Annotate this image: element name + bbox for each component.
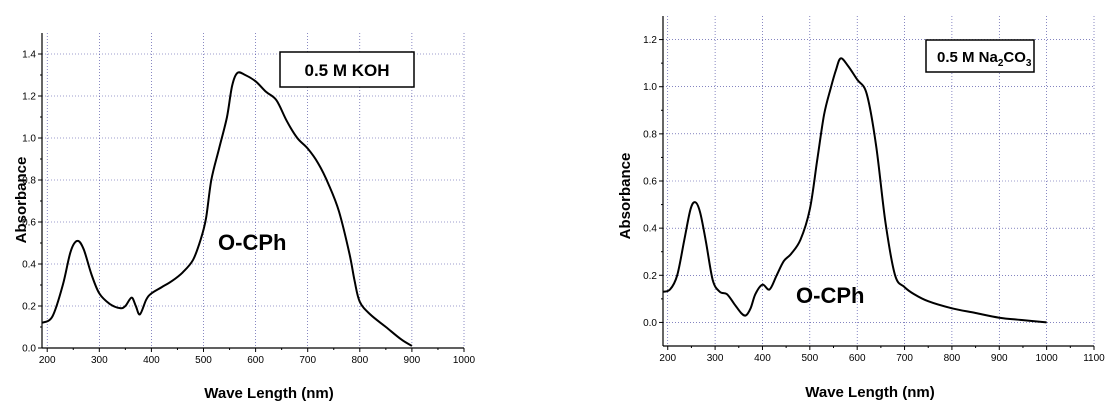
y-tick-label: 1.0 (22, 134, 36, 145)
x-tick-label: 700 (896, 353, 913, 364)
y-tick-label: 0.8 (22, 176, 36, 187)
compound-annotation: O-CPh (218, 230, 286, 255)
y-tick-label: 0.4 (643, 224, 657, 235)
x-tick-label: 800 (944, 353, 961, 364)
y-tick-label: 0.8 (643, 129, 657, 140)
x-tick-label: 900 (404, 355, 421, 366)
y-tick-label: 0.2 (22, 302, 36, 313)
x-tick-label: 700 (299, 355, 316, 366)
y-tick-label: 1.0 (643, 82, 657, 93)
y-axis-label: Absorbance (617, 153, 634, 240)
x-tick-label: 500 (195, 355, 212, 366)
y-axis-label: Absorbance (13, 157, 30, 244)
legend-box: 0.5 M Na2CO3 (925, 39, 1035, 73)
x-tick-label: 800 (351, 355, 368, 366)
x-axis-ticks: 200 300 400 500 600 700 800 900 1000 1100 (659, 346, 1105, 364)
x-tick-label: 1000 (453, 355, 476, 366)
x-tick-label: 400 (143, 355, 160, 366)
y-tick-label: 0.6 (22, 218, 36, 229)
legend-box: 0.5 M KOH (279, 51, 415, 88)
y-axis-ticks: 0.0 0.2 0.4 0.6 0.8 1.0 1.2 1.4 (22, 50, 42, 355)
y-tick-label: 0.0 (22, 344, 36, 355)
x-tick-label: 600 (247, 355, 264, 366)
y-tick-label: 1.4 (22, 50, 36, 61)
y-tick-label: 0.2 (643, 271, 657, 282)
legend-box-text: 0.5 M Na2CO3 (937, 49, 1032, 69)
absorbance-curve (41, 71, 413, 347)
y-tick-label: 0.0 (643, 318, 657, 329)
y-tick-label: 0.6 (643, 177, 657, 188)
y-axis-ticks: 0.0 0.2 0.4 0.6 0.8 1.0 1.2 (643, 35, 663, 329)
x-tick-label: 200 (659, 353, 676, 364)
x-tick-label: 400 (754, 353, 771, 364)
x-tick-label: 200 (39, 355, 56, 366)
chart-na2co3: 0.0 0.2 0.4 0.6 0.8 1.0 1.2 200 300 400 500 600 700… (617, 16, 1105, 401)
legend-box-text: 0.5 M KOH (304, 61, 389, 80)
x-tick-label: 1000 (1036, 353, 1059, 364)
x-tick-label: 500 (801, 353, 818, 364)
x-tick-label: 600 (849, 353, 866, 364)
x-tick-label: 300 (707, 353, 724, 364)
x-axis-ticks: 200 300 400 500 600 700 800 900 1000 (39, 348, 476, 366)
x-tick-label: 300 (91, 355, 108, 366)
x-tick-label: 1100 (1083, 353, 1105, 364)
chart-kolh: 0.0 0.2 0.4 0.6 0.8 1.0 1.2 1.4 200 300 400 500 600… (13, 33, 476, 402)
y-tick-label: 1.2 (22, 92, 36, 103)
absorbance-curve (662, 57, 1047, 324)
x-axis-label: Wave Length (nm) (805, 384, 934, 401)
y-tick-label: 0.4 (22, 260, 36, 271)
x-tick-label: 900 (991, 353, 1008, 364)
plot-frame (41, 33, 464, 349)
compound-annotation: O-CPh (796, 283, 864, 308)
y-tick-label: 1.2 (643, 35, 657, 46)
x-axis-label: Wave Length (nm) (204, 385, 333, 402)
